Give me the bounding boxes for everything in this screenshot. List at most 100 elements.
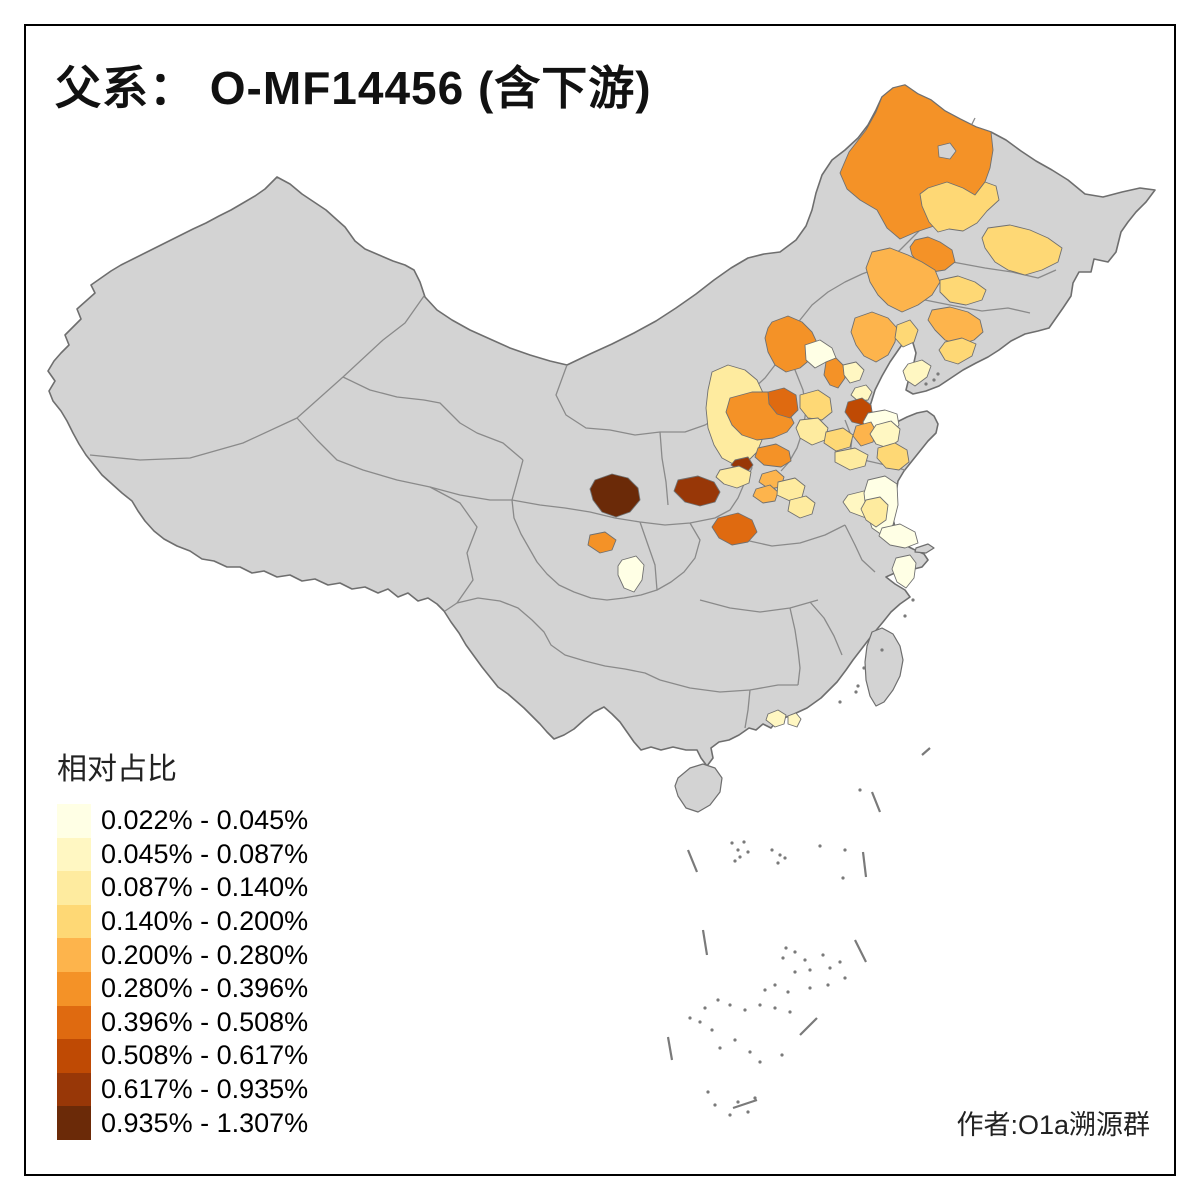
legend-swatch	[57, 1072, 91, 1107]
south-china-sea-dash	[921, 747, 931, 756]
legend-swatch	[57, 1039, 91, 1073]
island-dot	[758, 1060, 762, 1064]
region-heze	[823, 427, 854, 452]
south-china-sea-dash	[686, 849, 699, 873]
region-hebei-south	[795, 417, 829, 446]
region-tianjin	[850, 384, 873, 402]
island-dot	[826, 983, 830, 987]
island-dot	[808, 968, 812, 972]
island-dot	[746, 850, 750, 854]
south-china-sea-dash	[701, 929, 709, 956]
island-dot	[936, 372, 940, 376]
island-dot	[738, 855, 742, 859]
region-changchun	[939, 275, 987, 306]
region-xuzhou	[834, 447, 869, 471]
island-dot	[778, 853, 782, 857]
island-dot	[763, 988, 767, 992]
island-dot	[808, 986, 812, 990]
south-china-sea-dash	[870, 791, 882, 813]
province-border	[511, 499, 701, 601]
legend-row: 0.508% - 0.617%	[57, 1039, 308, 1073]
island-dot	[758, 1003, 762, 1007]
province-border	[699, 599, 819, 613]
south-china-sea-dash	[799, 1017, 818, 1036]
province-border	[639, 521, 658, 591]
island-dot	[713, 1103, 717, 1107]
south-china-sea-dash	[732, 1098, 758, 1110]
legend-swatch	[57, 837, 91, 872]
region-liaoning	[927, 306, 984, 346]
island-dot	[688, 1016, 692, 1020]
legend-row: 0.617% - 0.935%	[57, 1072, 309, 1107]
island-dot	[710, 1028, 714, 1032]
island-dot	[880, 648, 884, 652]
region-chengde	[850, 311, 898, 363]
region-zhoukou	[787, 495, 816, 519]
page-title: 父系： O-MF14456 (含下游)	[55, 62, 652, 114]
region-zhengzhou	[752, 484, 779, 504]
province-border	[744, 689, 751, 729]
legend-bin-label: 0.935% - 1.307%	[101, 1107, 309, 1138]
island-dot	[924, 382, 928, 386]
island-dot	[841, 876, 845, 880]
legend-bin-label: 0.280% - 0.396%	[101, 973, 309, 1004]
province-border	[296, 417, 478, 612]
region-henan-west	[715, 465, 752, 489]
island-dot	[783, 856, 787, 860]
south-china-sea-dash	[861, 851, 868, 878]
island-dot	[932, 378, 936, 382]
legend-swatch	[57, 1106, 91, 1140]
island-dot	[821, 953, 825, 957]
island-dot	[703, 1006, 707, 1010]
island-dot	[773, 1006, 777, 1010]
province-border	[844, 524, 876, 573]
region-dongguan	[787, 712, 802, 728]
island-dot	[828, 966, 832, 970]
island-dot	[786, 990, 790, 994]
legend-row: 0.045% - 0.087%	[57, 837, 308, 872]
legend-title: 相对占比	[57, 753, 177, 786]
author-credit: 作者:O1a溯源群	[956, 1110, 1150, 1140]
legend-swatch	[57, 938, 91, 972]
legend-bin-label: 0.617% - 0.935%	[101, 1074, 309, 1105]
region-xingan	[919, 181, 1000, 233]
south-china-sea-dash	[666, 1036, 674, 1061]
region-tianshui	[589, 473, 641, 518]
legend-row: 0.022% - 0.045%	[57, 804, 308, 838]
island-dot	[753, 1096, 757, 1100]
region-shijiazhuang	[799, 389, 833, 421]
island-dot	[706, 1090, 710, 1094]
legend-row: 0.935% - 1.307%	[57, 1106, 308, 1140]
region-chengde-east	[894, 319, 919, 348]
island-dot	[733, 1038, 737, 1042]
island-dot	[770, 848, 774, 852]
island-dot	[838, 700, 842, 704]
island-dot	[803, 958, 807, 962]
island-dot	[843, 976, 847, 980]
island-dot	[742, 840, 746, 844]
island-dot	[781, 956, 785, 960]
region-qiqihar	[981, 224, 1063, 276]
legend-bin-label: 0.396% - 0.508%	[101, 1006, 309, 1037]
region-yangzhou	[860, 496, 889, 528]
island-dot	[716, 998, 720, 1002]
legend-rows: 0.022% - 0.045% 0.045% - 0.087% 0.087% - 0…	[57, 804, 308, 1140]
island-dot	[838, 960, 842, 964]
province-border	[809, 601, 843, 656]
province-border	[924, 299, 1031, 314]
island-dot	[818, 844, 822, 848]
island-dot	[784, 946, 788, 950]
region-tangshan	[842, 361, 865, 384]
legend-row: 0.200% - 0.280%	[57, 938, 308, 972]
south-china-sea-dash	[854, 939, 867, 963]
legend-bin-label: 0.140% - 0.200%	[101, 906, 309, 937]
island-dot	[858, 788, 862, 792]
province-border	[456, 597, 661, 681]
island-dot	[856, 684, 860, 688]
region-taiyuan	[767, 387, 799, 419]
island-dot	[776, 861, 780, 865]
island-dot	[862, 666, 866, 670]
legend-swatch	[57, 804, 91, 838]
region-linfen	[754, 443, 792, 468]
